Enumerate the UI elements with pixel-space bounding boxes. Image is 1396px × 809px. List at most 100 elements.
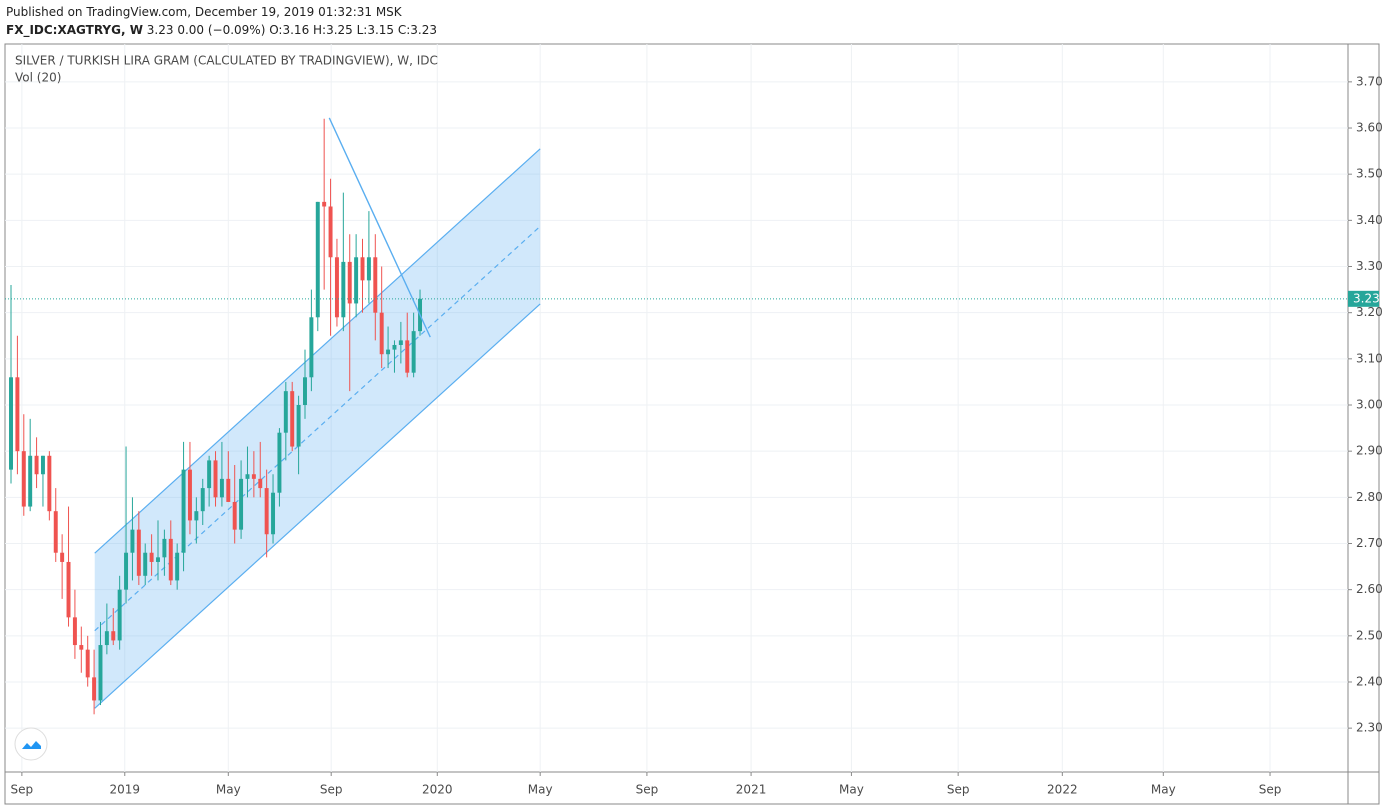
- x-tick-label: Sep: [11, 783, 34, 797]
- candle-body: [79, 645, 84, 650]
- candle-body: [130, 529, 135, 553]
- candle-body: [111, 631, 116, 641]
- candle-body: [28, 455, 33, 507]
- candle-body: [66, 561, 71, 618]
- candle-body: [47, 455, 52, 512]
- x-tick-label: 2022: [1047, 783, 1078, 797]
- candle-body: [232, 501, 237, 530]
- y-tick-label: 2.50: [1356, 628, 1383, 642]
- candle-body: [411, 331, 416, 373]
- candle-body: [296, 404, 301, 447]
- trend-line: [328, 117, 431, 338]
- candle-body: [194, 511, 199, 521]
- y-tick-label: 2.70: [1356, 536, 1383, 550]
- last-price-label: 3.23: [1353, 291, 1380, 305]
- candle-body: [392, 344, 397, 350]
- y-tick-label: 2.90: [1356, 444, 1383, 458]
- candle-body: [21, 451, 26, 507]
- candle-body: [98, 645, 103, 701]
- candle-body: [328, 206, 333, 258]
- candle-body: [156, 557, 160, 562]
- published-line: Published on TradingView.com, December 1…: [6, 5, 402, 19]
- candle-body: [341, 261, 346, 318]
- logo: [14, 727, 48, 761]
- candle-body: [264, 488, 269, 535]
- y-tick-label: 2.40: [1356, 674, 1383, 688]
- candle-body: [72, 617, 77, 646]
- symbol: FX_IDC:XAGTRYG, W: [6, 23, 143, 37]
- candle-body: [283, 391, 288, 433]
- chart-title: SILVER / TURKISH LIRA GRAM (CALCULATED B…: [15, 54, 438, 68]
- indicator-label: Vol (20): [15, 71, 61, 85]
- candle-body: [290, 391, 295, 447]
- candle-body: [386, 349, 391, 355]
- candle-body: [239, 478, 244, 530]
- candle-body: [277, 432, 282, 493]
- y-tick-label: 3.40: [1356, 213, 1383, 227]
- x-tick-label: Sep: [320, 783, 343, 797]
- y-tick-label: 3.60: [1356, 121, 1383, 135]
- candle-body: [34, 455, 39, 475]
- candle-body: [398, 340, 403, 345]
- candle-body: [245, 474, 250, 479]
- x-tick-label: Sep: [636, 783, 659, 797]
- candle-body: [53, 511, 58, 553]
- x-tick-label: May: [216, 783, 241, 797]
- candle-body: [143, 552, 148, 576]
- candle-body: [226, 478, 231, 502]
- y-tick-label: 3.30: [1356, 259, 1383, 273]
- candle-body: [92, 677, 97, 701]
- candle-body: [200, 488, 205, 512]
- x-tick-label: 2019: [109, 783, 140, 797]
- channel-upper: [94, 148, 541, 554]
- candle-body: [334, 257, 339, 318]
- candle-body: [149, 552, 154, 562]
- candle-body: [303, 377, 307, 405]
- x-tick-label: 2021: [736, 783, 767, 797]
- candle-body: [187, 469, 192, 521]
- frame: [4, 43, 1380, 805]
- candle-body: [136, 529, 141, 576]
- candle-body: [175, 552, 180, 581]
- channel-lower: [94, 303, 541, 709]
- candle-body: [251, 474, 256, 479]
- candle-body: [60, 552, 65, 562]
- candle-body: [181, 469, 186, 553]
- y-tick-label: 3.00: [1356, 397, 1383, 411]
- candle-body: [379, 312, 384, 355]
- candle-body: [258, 478, 263, 489]
- candle-body: [85, 649, 90, 678]
- x-tick-label: May: [528, 783, 553, 797]
- candle-body: [168, 538, 173, 581]
- y-tick-label: 3.10: [1356, 351, 1383, 365]
- candle-body: [366, 257, 371, 281]
- candle-body: [213, 460, 218, 498]
- candle-body: [162, 538, 167, 558]
- x-tick-label: May: [1151, 783, 1176, 797]
- y-tick-label: 3.70: [1356, 74, 1383, 88]
- candle-body: [315, 201, 320, 318]
- quote: 3.23 0.00 (−0.09%) O:3.16 H:3.25 L:3.15 …: [146, 23, 438, 37]
- x-tick-label: Sep: [947, 783, 970, 797]
- candle-body: [309, 317, 314, 378]
- candle-body: [9, 377, 13, 470]
- candle-body: [104, 631, 109, 646]
- y-tick-label: 2.80: [1356, 490, 1383, 504]
- x-tick-label: May: [839, 783, 864, 797]
- last-price-tag: [1348, 290, 1379, 307]
- candle-body: [117, 589, 122, 641]
- quote-line: FX_IDC:XAGTRYG, W 3.23 0.00 (−0.09%) O:3…: [6, 23, 437, 37]
- candle-body: [373, 257, 378, 313]
- candle-body: [360, 257, 365, 281]
- x-tick-label: Sep: [1259, 783, 1282, 797]
- y-tick-label: 3.20: [1356, 305, 1383, 319]
- candle-body: [219, 478, 224, 498]
- candle-body: [271, 492, 276, 535]
- candle-body: [207, 460, 212, 489]
- x-tick-label: 2020: [422, 783, 453, 797]
- candle-body: [40, 455, 45, 475]
- candle-body: [124, 552, 129, 590]
- candle-body: [405, 340, 410, 373]
